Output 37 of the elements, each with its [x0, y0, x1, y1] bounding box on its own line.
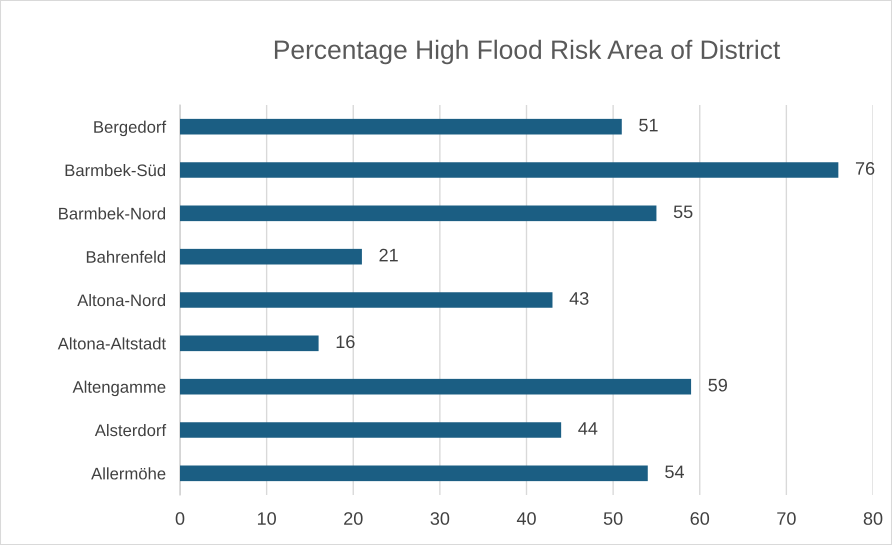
y-tick-label: Altona-Altstadt	[58, 337, 166, 350]
chart-title: Percentage High Flood Risk Area of District	[274, 40, 780, 64]
bar	[180, 118, 622, 134]
y-tick-label: Altengamme	[72, 380, 166, 396]
y-tick-label: Bahrenfeld	[86, 250, 166, 263]
data-label: 54	[665, 466, 684, 478]
data-label: 76	[856, 162, 874, 175]
x-tick-label: 0	[176, 512, 184, 525]
bar	[180, 422, 562, 438]
y-tick-label: Barmbek-Nord	[59, 207, 166, 220]
x-tick-label: 40	[516, 512, 536, 525]
bar	[180, 248, 362, 264]
bar	[180, 378, 692, 394]
data-label: 43	[570, 292, 588, 305]
bar	[180, 466, 648, 482]
x-tick-label: 70	[777, 512, 796, 525]
x-tick-label: 80	[864, 512, 882, 525]
y-tick-label: Barmbek-Süd	[66, 164, 166, 176]
x-tick-label: 50	[604, 512, 622, 525]
x-tick-label: 10	[258, 512, 276, 525]
data-label: 59	[708, 378, 727, 392]
y-tick-label: Alsterdorf	[94, 424, 166, 436]
data-label: 51	[639, 118, 658, 132]
bar	[180, 336, 319, 352]
y-tick-label: Bergedorf	[94, 120, 166, 136]
data-label: 16	[336, 335, 355, 348]
bar	[180, 292, 552, 308]
x-tick-label: 30	[430, 512, 450, 525]
y-tick-label: Allermöhe	[91, 467, 166, 480]
data-label: 21	[379, 248, 398, 262]
data-label: 44	[578, 422, 598, 435]
data-label: 55	[674, 206, 692, 218]
x-tick-label: 20	[344, 512, 363, 525]
bar	[180, 206, 656, 222]
y-tick-label: Altona-Nord	[77, 294, 166, 306]
bar	[180, 162, 838, 178]
x-tick-label: 60	[690, 512, 710, 525]
